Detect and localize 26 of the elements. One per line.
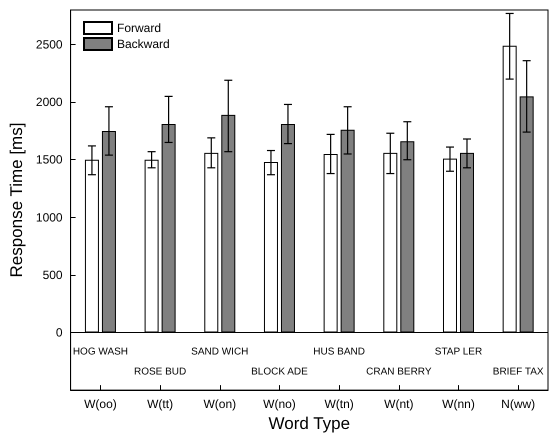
annotation: HUS BAND bbox=[313, 346, 365, 358]
annotation: BRIEF TAX bbox=[492, 366, 544, 378]
x-tick-label: W(nn) bbox=[442, 397, 475, 412]
y-tick-label: 1000 bbox=[36, 210, 63, 224]
x-tick-label: N(ww) bbox=[501, 397, 536, 412]
y-tick-label: 1500 bbox=[36, 152, 63, 167]
y-axis-title: Response Time [ms] bbox=[7, 122, 26, 278]
x-tick-label: W(no) bbox=[263, 397, 296, 412]
annotation: CRAN BERRY bbox=[366, 366, 432, 378]
y-tick-label: 2000 bbox=[36, 95, 63, 110]
legend-label: Backward bbox=[117, 37, 170, 51]
x-tick-label: W(tt) bbox=[147, 397, 174, 412]
annotation: SAND WICH bbox=[191, 346, 248, 358]
x-tick-label: W(nt) bbox=[384, 397, 414, 412]
x-axis-title: Word Type bbox=[268, 414, 350, 433]
annotation: HOG WASH bbox=[72, 346, 128, 358]
x-tick-label: W(oo) bbox=[84, 397, 117, 412]
legend-label: Forward bbox=[117, 21, 162, 35]
annotation: ROSE BUD bbox=[134, 366, 186, 378]
y-tick-label: 2500 bbox=[36, 38, 63, 52]
y-tick-label: 0 bbox=[56, 326, 63, 340]
x-tick-label: W(on) bbox=[203, 397, 236, 412]
annotation: STAP LER bbox=[434, 346, 482, 358]
y-tick-label: 500 bbox=[42, 268, 63, 282]
annotation: BLOCK ADE bbox=[251, 366, 308, 378]
x-tick-label: W(tn) bbox=[324, 397, 354, 412]
